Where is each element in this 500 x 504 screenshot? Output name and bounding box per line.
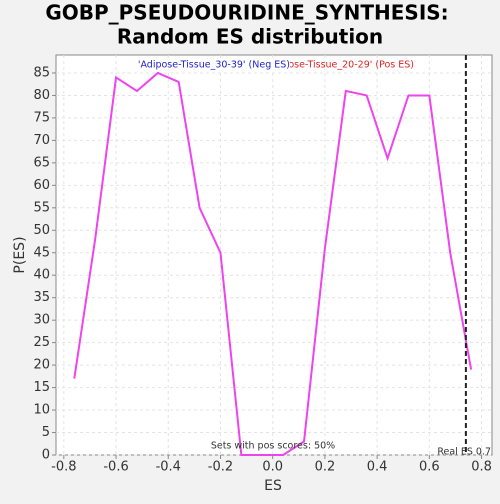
real-es-label: Real ES 0.7: [437, 447, 491, 458]
y-tick-label: 70: [33, 133, 50, 148]
y-tick-label: 10: [33, 403, 50, 418]
legend-backdrop: [132, 58, 290, 72]
x-tick-label: -0.8: [51, 460, 76, 475]
legend-entry: 'Adipose-Tissue_30-39' (Neg ES): [138, 60, 290, 71]
x-tick-label: -0.4: [156, 460, 181, 475]
annotation: Sets with pos scores: 50%: [211, 441, 335, 452]
y-tick-label: 45: [33, 245, 50, 260]
chart-subtitle: Random ES distribution: [117, 25, 383, 49]
x-tick-label: -0.6: [103, 460, 128, 475]
y-tick-label: 20: [33, 358, 50, 373]
y-tick-label: 75: [33, 110, 50, 125]
y-tick-label: 15: [33, 380, 50, 395]
x-tick-label: 0.2: [315, 460, 336, 475]
y-tick-label: 5: [42, 425, 50, 440]
x-tick-label: -0.2: [208, 460, 233, 475]
line-series: [73, 71, 473, 456]
x-tick-label: 0.4: [367, 460, 388, 475]
chart-title: GOBP_PSEUDOURIDINE_SYNTHESIS:: [45, 1, 448, 25]
x-tick-label: 0.0: [262, 460, 283, 475]
y-tick-label: 55: [33, 200, 50, 215]
y-tick-label: 0: [42, 448, 50, 463]
x-axis-label: ES: [264, 478, 282, 494]
y-tick-label: 40: [33, 268, 50, 283]
y-tick-label: 30: [33, 313, 50, 328]
y-tick-label: 50: [33, 223, 50, 238]
y-tick-label: 35: [33, 290, 50, 305]
y-tick-label: 60: [33, 178, 50, 193]
x-tick-label: 0.6: [419, 460, 440, 475]
y-tick-label: 80: [33, 88, 50, 103]
x-tick-label: 0.8: [471, 460, 492, 475]
y-tick-label: 85: [33, 65, 50, 80]
y-tick-label: 25: [33, 335, 50, 350]
legend-entry: 'Adipose-Tissue_20-29' (Pos ES): [265, 60, 414, 71]
plot-layer: 0 5 10 15 20 25 30 35 40 45 50 55 60 65 70 75 80 85 -0.8 -0…: [33, 55, 492, 475]
y-axis-label: P(ES): [12, 236, 28, 273]
plot-area: [55, 54, 493, 456]
y-tick-label: 65: [33, 155, 50, 170]
